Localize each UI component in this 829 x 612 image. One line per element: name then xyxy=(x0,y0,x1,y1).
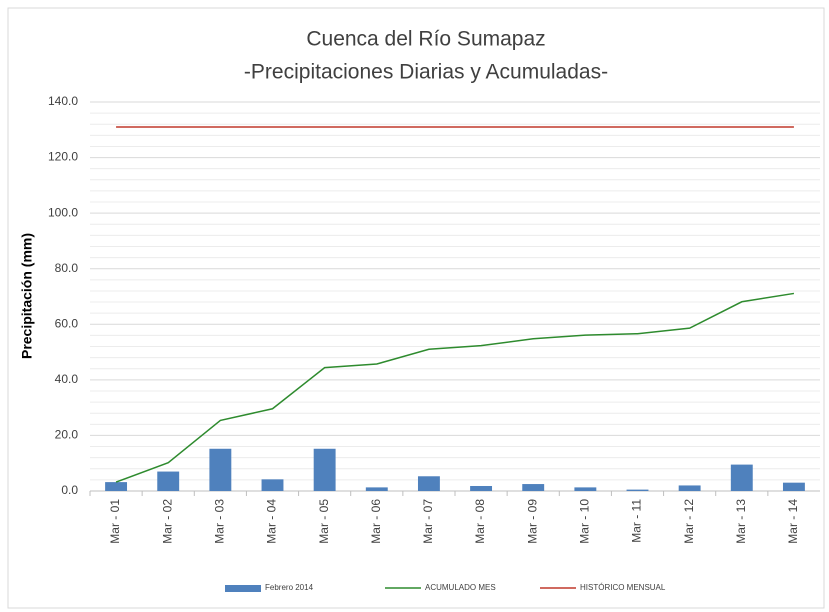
x-tick-label: Mar - 12 xyxy=(682,499,696,544)
y-tick-label: 140.0 xyxy=(48,94,78,108)
bar xyxy=(522,484,545,491)
bar xyxy=(261,479,284,491)
bar xyxy=(105,482,128,491)
legend-label: Febrero 2014 xyxy=(265,583,314,592)
chart-subtitle: -Precipitaciones Diarias y Acumuladas- xyxy=(244,61,608,84)
bar xyxy=(470,485,493,491)
bar xyxy=(678,485,701,491)
y-tick-label: 20.0 xyxy=(55,428,79,442)
x-tick-label: Mar - 07 xyxy=(421,499,435,544)
x-tick-label: Mar - 09 xyxy=(525,499,539,544)
y-axis-label: Precipitación (mm) xyxy=(19,233,35,359)
legend-label: ACUMULADO MES xyxy=(425,583,496,592)
y-tick-label: 120.0 xyxy=(48,150,78,164)
y-tick-label: 60.0 xyxy=(55,316,79,330)
chart-border xyxy=(7,7,825,609)
x-tick-label: Mar - 06 xyxy=(369,499,383,544)
bar xyxy=(209,448,232,491)
y-tick-label: 0.0 xyxy=(61,483,78,497)
bar xyxy=(365,487,388,491)
legend-label: HISTÓRICO MENSUAL xyxy=(580,583,666,592)
bar xyxy=(574,487,597,491)
bar xyxy=(782,482,805,491)
legend-swatch xyxy=(225,585,261,592)
bar xyxy=(313,448,336,491)
x-tick-label: Mar - 13 xyxy=(734,499,748,544)
y-tick-label: 100.0 xyxy=(48,205,78,219)
x-tick-label: Mar - 01 xyxy=(108,499,122,544)
y-tick-label: 40.0 xyxy=(55,372,79,386)
x-tick-label: Mar - 14 xyxy=(786,499,800,544)
x-tick-label: Mar - 11 xyxy=(630,499,644,543)
x-tick-label: Mar - 04 xyxy=(265,499,279,544)
x-tick-label: Mar - 02 xyxy=(160,499,174,544)
x-tick-label: Mar - 05 xyxy=(317,499,331,544)
chart-title: Cuenca del Río Sumapaz xyxy=(306,28,545,51)
bar xyxy=(417,476,440,491)
bar xyxy=(157,471,180,491)
bar xyxy=(626,489,649,491)
x-tick-label: Mar - 10 xyxy=(578,499,592,544)
line xyxy=(115,292,795,483)
x-tick-label: Mar - 08 xyxy=(473,499,487,544)
bar xyxy=(730,464,753,491)
x-tick-label: Mar - 03 xyxy=(213,499,227,544)
y-tick-label: 80.0 xyxy=(55,261,79,275)
